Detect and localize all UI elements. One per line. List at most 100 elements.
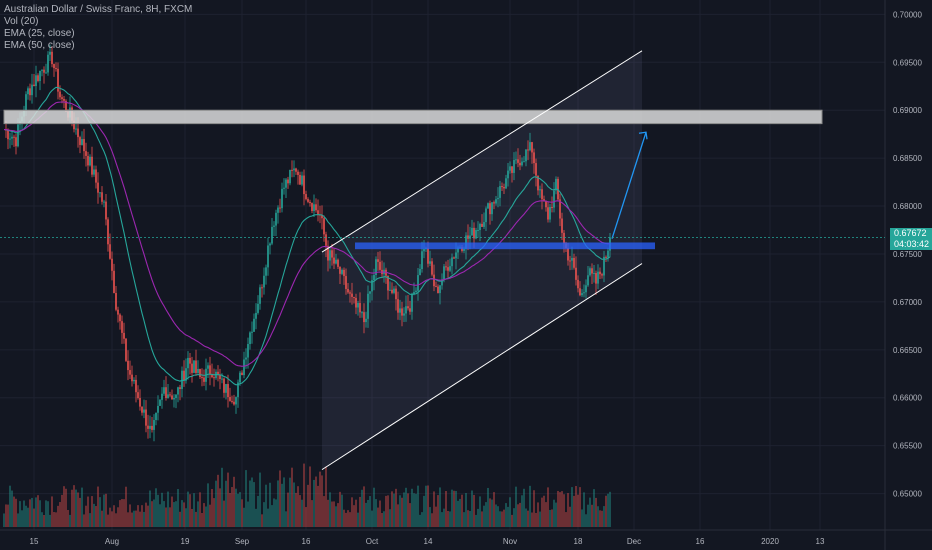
- x-tick-label: 14: [424, 537, 433, 546]
- candle-body: [131, 374, 133, 382]
- candle-body: [31, 84, 33, 96]
- volume-bar: [563, 494, 565, 527]
- volume-bar: [401, 497, 403, 527]
- legend-volume: Vol (20): [4, 16, 39, 27]
- candle-body: [55, 68, 57, 70]
- candle-body: [115, 292, 117, 310]
- candle-body: [123, 332, 125, 339]
- candle-body: [165, 387, 167, 398]
- volume-bar: [579, 487, 581, 527]
- candle-body: [45, 72, 47, 74]
- candle-body: [605, 256, 607, 258]
- volume-bar: [513, 508, 515, 527]
- candle-body: [175, 394, 177, 398]
- candle-body: [137, 392, 139, 398]
- candle-body: [419, 269, 421, 276]
- volume-bar: [369, 496, 371, 527]
- candle-body: [257, 303, 259, 313]
- volume-bar: [125, 486, 127, 527]
- candle-body: [297, 171, 299, 175]
- volume-bar: [121, 499, 123, 527]
- candle-body: [275, 212, 277, 226]
- candle-body: [587, 275, 589, 286]
- volume-bar: [201, 512, 203, 527]
- volume-bar: [489, 498, 491, 527]
- candle-body: [437, 286, 439, 294]
- volume-bar: [515, 486, 517, 527]
- volume-bar: [17, 513, 19, 527]
- candle-body: [589, 268, 591, 276]
- candle-body: [75, 128, 77, 130]
- candle-body: [103, 201, 105, 203]
- candle-body: [421, 251, 423, 270]
- volume-bar: [519, 502, 521, 527]
- candle-body: [159, 399, 161, 406]
- volume-bar: [585, 514, 587, 527]
- volume-bar: [163, 501, 165, 527]
- x-tick-label: 13: [816, 537, 825, 546]
- volume-bar: [537, 502, 539, 527]
- candle-body: [359, 303, 361, 313]
- candle-body: [217, 371, 219, 376]
- volume-bar: [501, 511, 503, 527]
- candle-body: [389, 289, 391, 291]
- x-tick-label: Sep: [235, 537, 250, 546]
- volume-bar: [357, 512, 359, 527]
- candle-body: [139, 397, 141, 407]
- volume-bar: [285, 511, 287, 527]
- candle-body: [489, 203, 491, 215]
- volume-bar: [451, 489, 453, 527]
- volume-bar: [299, 495, 301, 527]
- volume-bar: [135, 510, 137, 527]
- candle-body: [539, 189, 541, 191]
- candle-body: [129, 370, 131, 375]
- volume-bar: [533, 490, 535, 527]
- volume-bar: [249, 480, 251, 527]
- candle-body: [49, 51, 51, 55]
- volume-bar: [225, 480, 227, 527]
- volume-bar: [55, 512, 57, 527]
- volume-bar: [599, 510, 601, 527]
- volume-bar: [557, 490, 559, 527]
- volume-bar: [429, 507, 431, 527]
- candle-body: [355, 297, 357, 308]
- volume-bar: [433, 491, 435, 527]
- candle-body: [601, 274, 603, 276]
- volume-bar: [555, 502, 557, 527]
- candle-body: [317, 210, 319, 215]
- candle-body: [213, 377, 215, 379]
- volume-bar: [507, 506, 509, 527]
- volume-bar: [375, 499, 377, 527]
- volume-bar: [221, 467, 223, 527]
- bar-countdown-label: 04:03:42: [890, 239, 932, 250]
- volume-bar: [531, 512, 533, 527]
- volume-bar: [331, 501, 333, 527]
- candle-body: [283, 187, 285, 189]
- volume-bar: [197, 501, 199, 527]
- candle-body: [187, 357, 189, 369]
- volume-bar: [485, 502, 487, 527]
- candle-body: [485, 208, 487, 223]
- volume-bar: [321, 475, 323, 527]
- candle-body: [171, 395, 173, 400]
- volume-bar: [139, 511, 141, 527]
- volume-bar: [119, 500, 121, 527]
- candle-body: [281, 188, 283, 209]
- candle-body: [225, 384, 227, 393]
- candle-body: [121, 321, 123, 333]
- candle-body: [277, 207, 279, 213]
- volume-bar: [43, 514, 45, 527]
- volume-bar: [111, 511, 113, 527]
- volume-bar: [157, 494, 159, 527]
- candle-body: [603, 256, 605, 276]
- volume-bar: [349, 512, 351, 527]
- candle-body: [567, 248, 569, 261]
- candle-body: [575, 267, 577, 280]
- candle-body: [163, 387, 165, 394]
- volume-bar: [183, 502, 185, 527]
- candle-body: [553, 190, 555, 208]
- candle-body: [597, 271, 599, 284]
- channel-lower-line: [321, 263, 643, 471]
- candle-body: [501, 186, 503, 188]
